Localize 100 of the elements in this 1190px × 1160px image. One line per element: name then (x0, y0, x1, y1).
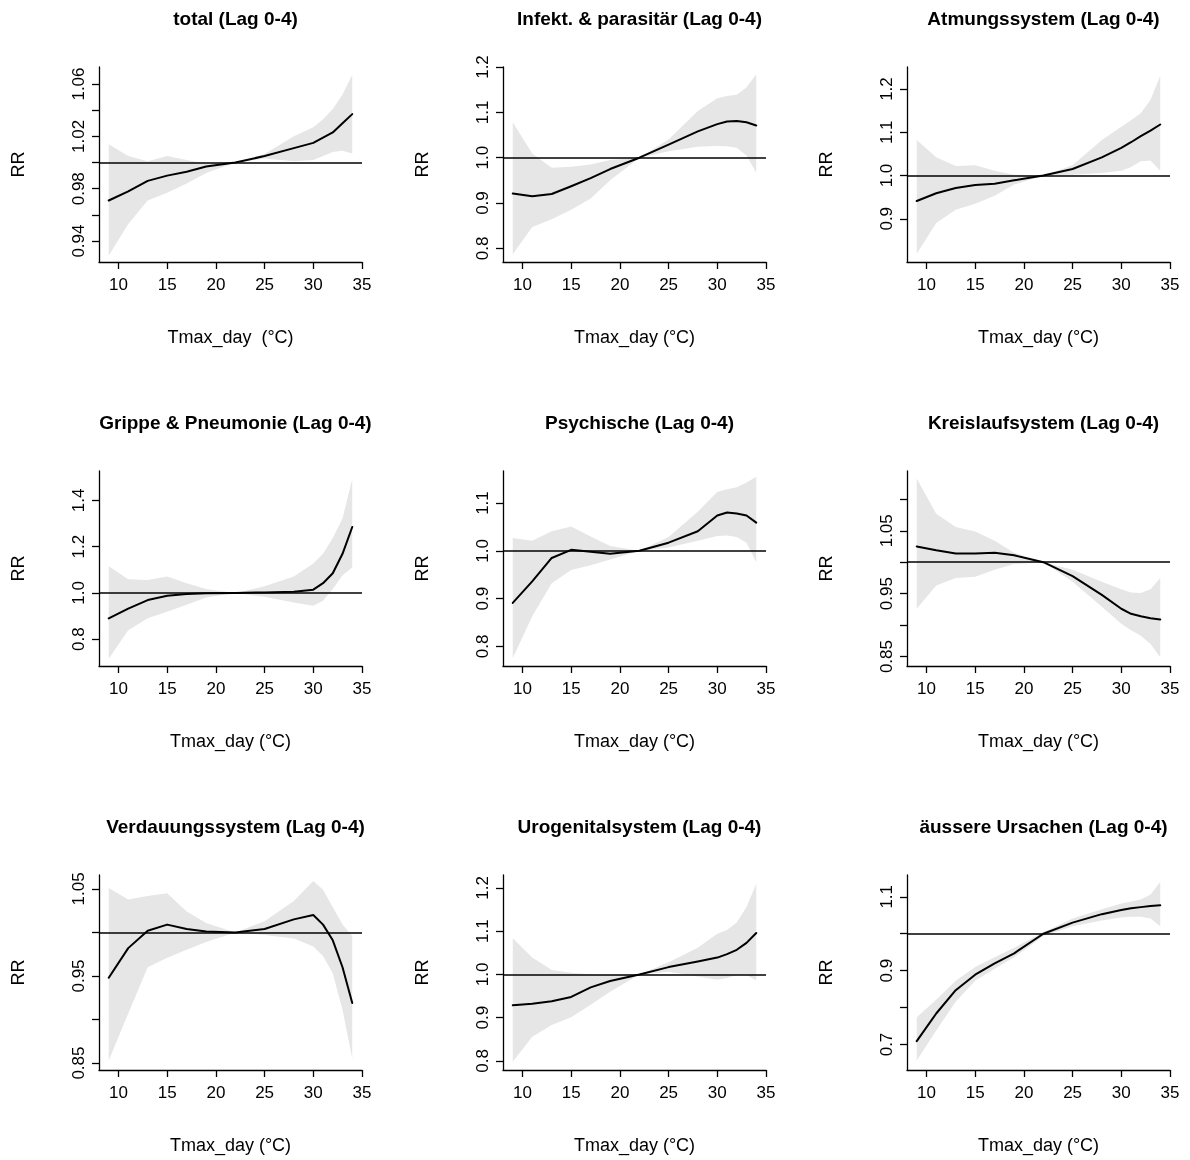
x-axis-title: Tmax_day (°C) (169, 731, 292, 752)
x-tick-label: 30 (303, 679, 323, 698)
x-tick-label: 10 (109, 1083, 128, 1102)
y-tick-label: 1.2 (473, 876, 492, 900)
x-tick-label: 10 (513, 1083, 532, 1102)
x-tick-label: 10 (513, 275, 532, 294)
y-tick-label: 1.1 (473, 919, 492, 944)
x-axis-title: Tmax_day (°C) (573, 731, 696, 752)
x-axis-title: Tmax_day (°C) (169, 1135, 292, 1156)
y-tick-label: 1.1 (877, 884, 896, 909)
x-tick-label: 35 (1160, 679, 1180, 698)
x-tick-label: 15 (965, 679, 985, 698)
x-tick-label: 15 (561, 1083, 581, 1102)
y-tick-label: 1.05 (877, 514, 896, 548)
y-axis-title: RR (412, 555, 432, 582)
y-tick-label: 0.85 (877, 640, 896, 674)
y-tick-label: 0.9 (877, 958, 896, 983)
chart-title: Urogenitalsystem (Lag 0-4) (517, 816, 762, 837)
x-tick-label: 35 (1160, 1083, 1180, 1102)
x-tick-label: 35 (352, 275, 372, 294)
y-tick-label: 1.2 (473, 55, 492, 79)
y-tick-label: 0.9 (473, 1005, 492, 1030)
y-tick-label: 1.2 (877, 77, 896, 101)
y-axis-title: RR (8, 555, 28, 582)
x-tick-label: 15 (157, 679, 177, 698)
x-tick-label: 25 (659, 275, 679, 294)
x-tick-label: 15 (965, 275, 985, 294)
y-tick-label: 0.9 (473, 586, 492, 611)
y-tick-label: 0.8 (69, 627, 88, 651)
y-tick-label: 1.0 (473, 539, 492, 563)
y-tick-label: 1.02 (69, 119, 88, 153)
y-tick-label: 1.0 (473, 962, 492, 987)
y-tick-label: 0.7 (877, 1032, 896, 1057)
x-tick-label: 10 (513, 679, 532, 698)
x-tick-label: 25 (659, 1083, 679, 1102)
x-tick-label: 20 (610, 679, 630, 698)
y-tick-label: 1.2 (69, 534, 88, 559)
x-tick-label: 35 (1160, 275, 1180, 294)
chart-title: äussere Ursachen (Lag 0-4) (919, 816, 1168, 837)
y-tick-label: 0.98 (69, 172, 88, 206)
x-tick-label: 30 (1111, 275, 1131, 294)
y-axis-title: RR (816, 555, 836, 582)
x-tick-label: 20 (206, 275, 226, 294)
x-tick-label: 10 (109, 679, 128, 698)
y-axis-title: RR (412, 151, 432, 178)
chart-title: Infekt. & parasitär (Lag 0-4) (517, 8, 762, 29)
y-tick-label: 1.1 (473, 100, 492, 125)
y-tick-label: 0.85 (69, 1046, 88, 1080)
chart-title: Psychische (Lag 0-4) (544, 412, 735, 433)
x-tick-label: 35 (352, 679, 372, 698)
x-tick-label: 35 (756, 275, 776, 294)
x-tick-label: 30 (1111, 1083, 1131, 1102)
x-tick-label: 25 (659, 679, 679, 698)
y-tick-label: 1.1 (473, 491, 492, 515)
x-tick-label: 30 (707, 1083, 727, 1102)
x-tick-label: 25 (1063, 275, 1083, 294)
x-tick-label: 25 (255, 679, 275, 698)
x-tick-label: 15 (561, 679, 581, 698)
y-tick-label: 1.05 (69, 872, 88, 906)
chart-title: Verdauungssystem (Lag 0-4) (106, 816, 365, 837)
x-tick-label: 25 (255, 1083, 275, 1102)
x-tick-label: 20 (206, 679, 226, 698)
y-tick-label: 1.0 (69, 581, 88, 605)
y-tick-label: 1.06 (69, 67, 88, 101)
y-tick-label: 1.0 (877, 163, 896, 188)
y-axis-title: RR (816, 151, 836, 178)
y-tick-label: 1.4 (69, 488, 88, 513)
y-axis-title: RR (412, 959, 432, 986)
x-tick-label: 30 (1111, 679, 1131, 698)
x-tick-label: 10 (917, 1083, 936, 1102)
y-axis-title: RR (816, 959, 836, 986)
x-tick-label: 20 (1014, 679, 1034, 698)
y-tick-label: 0.94 (69, 224, 88, 258)
x-tick-label: 20 (1014, 1083, 1034, 1102)
y-tick-label: 0.9 (473, 191, 492, 215)
x-axis-title: Tmax_day (°C) (977, 731, 1100, 752)
x-tick-label: 25 (255, 275, 275, 294)
y-tick-label: 0.8 (473, 236, 492, 261)
x-tick-label: 15 (157, 1083, 177, 1102)
x-tick-label: 20 (206, 1083, 226, 1102)
x-axis-title: Tmax_day (°C) (167, 327, 294, 348)
chart-title: total (Lag 0-4) (173, 8, 298, 29)
y-tick-label: 0.8 (473, 1049, 492, 1073)
x-tick-label: 20 (610, 1083, 630, 1102)
y-tick-label: 1.0 (473, 145, 492, 170)
x-axis-title: Tmax_day (°C) (573, 1135, 696, 1156)
x-tick-label: 15 (965, 1083, 985, 1102)
x-axis-title: Tmax_day (°C) (573, 327, 696, 348)
x-tick-label: 20 (1014, 275, 1034, 294)
x-tick-label: 15 (157, 275, 177, 294)
y-tick-label: 0.9 (877, 206, 896, 231)
x-tick-label: 25 (1063, 1083, 1083, 1102)
x-tick-label: 10 (917, 275, 936, 294)
x-tick-label: 30 (707, 275, 727, 294)
x-axis-title: Tmax_day (°C) (977, 1135, 1100, 1156)
x-tick-label: 35 (756, 1083, 776, 1102)
y-axis-title: RR (8, 959, 28, 986)
x-tick-label: 35 (352, 1083, 372, 1102)
x-tick-label: 30 (303, 275, 323, 294)
chart-title: Kreislaufsystem (Lag 0-4) (927, 412, 1160, 433)
